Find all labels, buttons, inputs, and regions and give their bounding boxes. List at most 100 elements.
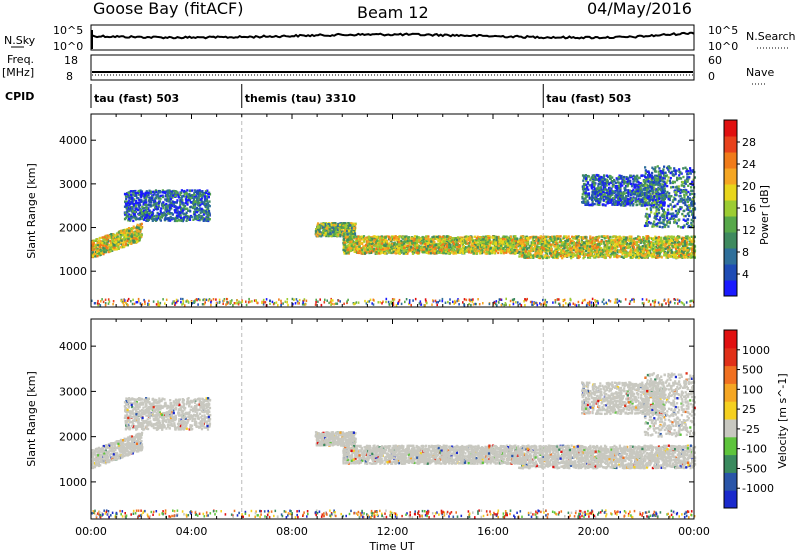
range-cell xyxy=(182,194,185,198)
range-cell xyxy=(157,216,160,220)
range-cell xyxy=(325,222,328,225)
range-cell xyxy=(171,200,174,203)
range-cell xyxy=(103,250,106,254)
range-cell xyxy=(95,238,98,241)
range-cell xyxy=(149,203,152,207)
range-cell xyxy=(482,251,486,254)
noise-trace xyxy=(90,30,695,49)
range-cell xyxy=(319,234,322,237)
range-cell xyxy=(375,250,378,254)
range-cell xyxy=(488,252,492,255)
range-cell xyxy=(169,208,172,211)
range-cell xyxy=(473,245,476,248)
range-cell xyxy=(144,203,147,206)
range-cell xyxy=(126,228,129,231)
range-cell xyxy=(516,251,519,254)
range-cell xyxy=(106,248,109,252)
range-cell xyxy=(350,232,353,235)
range-cell xyxy=(611,235,614,239)
range-cell xyxy=(95,246,98,249)
range-cell xyxy=(444,239,447,242)
range-cell xyxy=(138,236,141,240)
range-cell xyxy=(441,235,444,239)
range-cell xyxy=(346,227,349,230)
range-cell xyxy=(487,245,490,248)
range-cell xyxy=(341,222,344,226)
range-cell xyxy=(497,251,500,255)
range-cell xyxy=(513,241,516,245)
range-cell xyxy=(144,209,147,212)
range-cell xyxy=(155,205,158,209)
range-cell xyxy=(509,235,512,238)
range-cell xyxy=(334,222,337,225)
range-cell xyxy=(367,235,370,238)
range-cell xyxy=(511,251,514,254)
range-cell xyxy=(203,195,206,198)
range-cell xyxy=(416,246,419,249)
range-cell xyxy=(329,232,332,235)
range-cell xyxy=(120,232,123,235)
range-cell xyxy=(468,245,471,248)
range-cell xyxy=(634,240,637,243)
freq-left-label-1: Freq. xyxy=(7,53,34,66)
range-cell xyxy=(349,249,352,252)
range-cell xyxy=(500,247,503,250)
range-cell xyxy=(406,252,409,255)
range-cell xyxy=(336,228,339,231)
range-cell xyxy=(156,211,159,215)
range-cell xyxy=(138,207,141,210)
range-cell xyxy=(93,239,96,242)
range-cell xyxy=(372,248,375,251)
range-cell xyxy=(514,242,517,245)
range-cell xyxy=(671,246,674,249)
range-cell xyxy=(134,205,137,208)
range-cell xyxy=(357,250,360,253)
range-cell xyxy=(506,247,509,251)
range-cell xyxy=(324,231,327,235)
range-cell xyxy=(386,247,389,250)
range-cell xyxy=(467,242,471,245)
range-cell xyxy=(503,240,506,243)
range-cell xyxy=(497,238,500,242)
range-cell xyxy=(393,243,396,246)
range-cell xyxy=(179,199,182,202)
range-cell xyxy=(108,235,111,238)
range-cell xyxy=(167,217,170,220)
range-cell xyxy=(421,235,424,239)
range-cell xyxy=(123,228,126,232)
range-cell xyxy=(193,197,196,201)
range-cell xyxy=(105,243,108,246)
power-heatmap xyxy=(91,114,697,307)
range-cell xyxy=(321,232,324,235)
range-cell xyxy=(139,215,143,219)
range-cell xyxy=(387,237,391,241)
range-cell xyxy=(206,199,209,202)
range-cell xyxy=(452,248,455,252)
range-cell xyxy=(511,249,514,252)
range-cell xyxy=(516,238,519,241)
range-cell xyxy=(134,240,137,243)
range-cell xyxy=(336,232,339,235)
range-cell xyxy=(330,226,333,229)
range-cell xyxy=(408,248,411,252)
range-cell xyxy=(598,250,601,254)
range-cell xyxy=(179,211,182,215)
range-cell xyxy=(204,190,207,193)
range-cell xyxy=(343,252,346,255)
range-cell xyxy=(476,252,479,255)
range-cell xyxy=(379,252,382,255)
range-cell xyxy=(444,250,447,253)
range-cell xyxy=(517,240,520,244)
range-cell xyxy=(101,246,104,250)
range-cell xyxy=(123,231,126,234)
range-cell xyxy=(126,205,129,208)
range-cell xyxy=(114,234,117,237)
range-cell xyxy=(422,236,425,240)
range-cell xyxy=(129,235,132,238)
range-cell xyxy=(561,256,564,260)
range-cell xyxy=(432,248,435,251)
range-cell xyxy=(607,253,610,256)
range-cell xyxy=(403,242,406,246)
range-cell xyxy=(368,251,371,255)
range-cell xyxy=(371,251,374,254)
